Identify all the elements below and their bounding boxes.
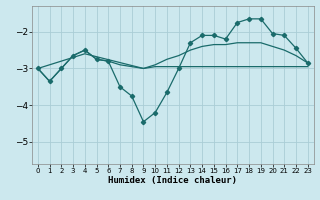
X-axis label: Humidex (Indice chaleur): Humidex (Indice chaleur) xyxy=(108,176,237,185)
